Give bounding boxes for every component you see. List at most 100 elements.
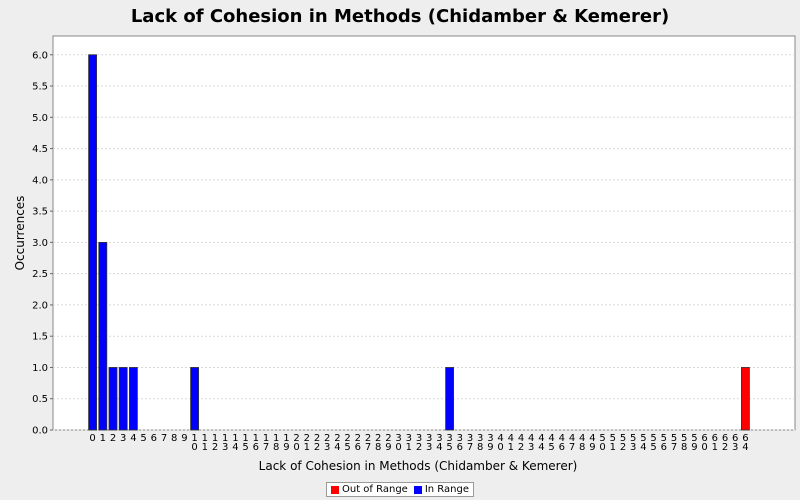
x-tick-label: 1 [712,442,718,453]
legend: Out of Range In Range [0,482,800,497]
x-tick-label: 3 [487,433,493,444]
bar-in-range [98,241,108,431]
x-tick-label: 4 [528,433,534,444]
x-tick-label: 2 [314,433,320,444]
x-tick-label: 4 [538,433,544,444]
x-tick-label: 5 [344,442,350,453]
x-tick-label: 3 [436,433,442,444]
bar-in-range [118,367,128,431]
x-tick-label: 9 [691,442,697,453]
x-tick-label: 6 [701,433,707,444]
x-tick-label: 8 [273,442,279,453]
x-tick-label: 6 [732,433,738,444]
x-tick-label: 1 [610,442,616,453]
x-tick-label: 7 [365,442,371,453]
x-tick-label: 5 [548,442,554,453]
x-tick-label: 4 [589,433,595,444]
x-tick-label: 4 [559,433,565,444]
y-tick-label: 5.0 [32,113,48,124]
x-tick-label: 2 [344,433,350,444]
y-tick-label: 3.5 [32,207,48,218]
x-tick-label: 2 [355,433,361,444]
x-tick-label: 2 [365,433,371,444]
y-tick-label: 1.5 [32,332,48,343]
x-tick-label: 2 [385,433,391,444]
x-tick-label: 1 [242,433,248,444]
x-tick-label: 6 [355,442,361,453]
x-tick-label: 6 [722,433,728,444]
x-tick-label: 1 [212,433,218,444]
legend-label-out-of-range: Out of Range [342,484,408,495]
x-tick-label: 0 [497,442,503,453]
x-tick-label: 1 [304,442,310,453]
x-tick-label: 1 [191,433,197,444]
x-tick-label: 5 [242,442,248,453]
x-tick-label: 2 [304,433,310,444]
x-tick-label: 5 [671,433,677,444]
x-tick-label: 7 [263,442,269,453]
bar-out-of-range [741,367,750,431]
legend-label-in-range: In Range [424,484,469,495]
x-tick-label: 1 [202,442,208,453]
x-tick-label: 4 [640,442,646,453]
x-tick-label: 0 [599,442,605,453]
x-tick-label: 5 [661,433,667,444]
x-tick-label: 3 [477,433,483,444]
x-tick-label: 4 [436,442,442,453]
x-tick-label: 7 [467,442,473,453]
x-tick-label: 4 [334,442,340,453]
x-tick-label: 1 [273,433,279,444]
x-tick-label: 3 [426,442,432,453]
y-tick-label: 2.0 [32,300,48,311]
y-tick-label: 0.5 [32,394,48,405]
x-tick-label: 4 [569,433,575,444]
x-tick-label: 9 [487,442,493,453]
x-tick-label: 8 [681,442,687,453]
x-tick-label: 3 [630,442,636,453]
x-tick-label: 2 [293,433,299,444]
x-tick-label: 1 [508,442,514,453]
legend-item-in-range: In Range [413,484,469,495]
y-tick-label: 3.0 [32,238,48,249]
x-tick-label: 6 [559,442,565,453]
x-tick-label: 2 [324,433,330,444]
x-tick-label: 4 [130,433,136,444]
x-tick-label: 0 [701,442,707,453]
legend-swatch-blue [413,485,422,494]
x-tick-label: 2 [722,442,728,453]
x-tick-label: 5 [650,433,656,444]
x-tick-label: 8 [579,442,585,453]
y-tick-label: 4.0 [32,175,48,186]
x-tick-label: 3 [222,442,228,453]
x-tick-label: 4 [497,433,503,444]
x-tick-label: 4 [548,433,554,444]
x-tick-label: 5 [650,442,656,453]
bar-in-range [190,367,200,431]
x-tick-label: 2 [416,442,422,453]
x-tick-label: 6 [151,433,157,444]
bar-chart: 0.0 0.5 1.0 1.5 2.0 2.5 3.0 3.5 4.0 4.5 5.0 5.5 6.0 0… [13,35,796,473]
x-tick-label: 3 [426,433,432,444]
y-tick-label: 4.5 [32,144,48,155]
y-tick-label: 2.5 [32,269,48,280]
x-tick-label: 6 [253,442,259,453]
x-tick-label: 4 [508,433,514,444]
y-axis-label: Occurrences [13,196,27,271]
x-tick-label: 4 [538,442,544,453]
legend-box: Out of Range In Range [326,482,474,497]
x-tick-label: 3 [446,433,452,444]
x-tick-label: 0 [293,442,299,453]
x-tick-label: 2 [212,442,218,453]
x-tick-label: 2 [375,433,381,444]
x-tick-label: 7 [569,442,575,453]
x-tick-label: 3 [406,433,412,444]
x-tick-label: 4 [232,442,238,453]
x-tick-label: 3 [457,433,463,444]
x-tick-label: 5 [681,433,687,444]
x-tick-label: 5 [610,433,616,444]
bar-in-range [88,54,97,431]
x-tick-label: 6 [712,433,718,444]
y-tick-label: 6.0 [32,50,48,61]
x-tick-label: 9 [181,433,187,444]
x-tick-label: 1 [100,433,106,444]
